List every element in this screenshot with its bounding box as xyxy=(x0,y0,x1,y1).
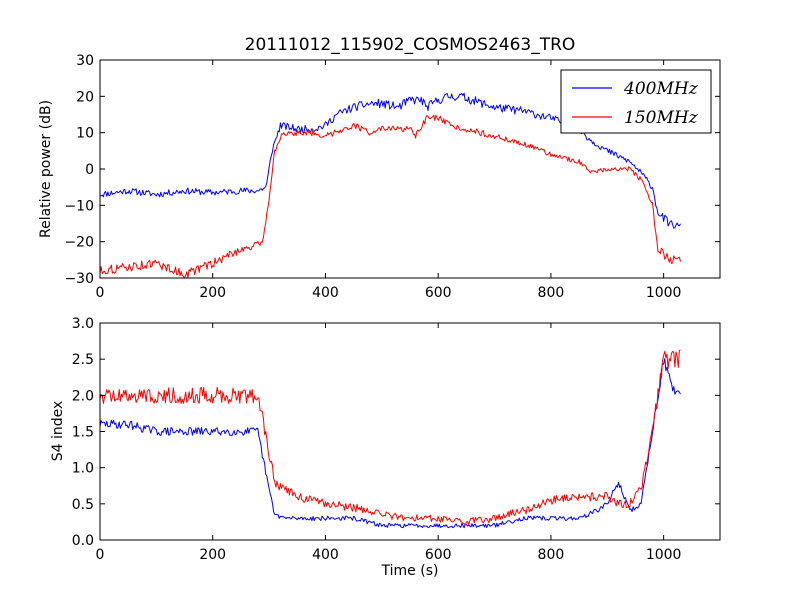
x-tick-label: 400 xyxy=(312,285,339,301)
x-tick-label: 600 xyxy=(425,285,452,301)
y-tick-label: −30 xyxy=(64,271,94,287)
bottom-x-axis-label: Time (s) xyxy=(381,563,439,579)
bottom-panel-s4: 0 200 400 600 800 1000 0.0 0.5 1.0 1.5 2.0 2.5 3.0 S… xyxy=(50,316,721,579)
top-axis-ticks: 0 200 400 600 800 1000 −30 −20 −10 0 10 20 30 xyxy=(64,53,720,301)
y-tick-label: 2.0 xyxy=(72,388,94,404)
series-line-400mhz xyxy=(100,358,681,529)
y-tick-label: 1.0 xyxy=(72,461,94,477)
y-tick-label: 3.0 xyxy=(72,316,94,332)
bottom-series-group xyxy=(100,349,681,529)
y-tick-label: 10 xyxy=(76,126,94,142)
series-line-150mhz xyxy=(100,114,681,278)
y-tick-label: 30 xyxy=(76,53,94,69)
legend-box xyxy=(560,69,712,134)
x-tick-label: 0 xyxy=(96,285,105,301)
legend-label-150mhz: 150MHz xyxy=(624,108,699,128)
chart-title: 20111012_115902_COSMOS2463_TRO xyxy=(245,35,576,55)
y-tick-label: −10 xyxy=(64,198,94,214)
x-tick-label: 800 xyxy=(538,285,565,301)
x-tick-label: 400 xyxy=(312,547,339,563)
legend: 400MHz 150MHz xyxy=(560,69,712,134)
x-tick-label: 200 xyxy=(199,285,226,301)
bottom-axis-ticks: 0 200 400 600 800 1000 0.0 0.5 1.0 1.5 2.0 2.5 3.0 xyxy=(72,316,720,563)
x-tick-label: 1000 xyxy=(646,547,682,563)
y-tick-label: 20 xyxy=(76,89,94,105)
x-tick-label: 1000 xyxy=(646,285,682,301)
top-y-axis-label: Relative power (dB) xyxy=(38,100,54,238)
y-tick-label: −20 xyxy=(64,235,94,251)
x-tick-label: 600 xyxy=(425,547,452,563)
top-panel-power: 0 200 400 600 800 1000 −30 −20 −10 0 10 20 30 Relati… xyxy=(38,53,721,301)
y-tick-label: 0.5 xyxy=(72,497,94,513)
series-line-150mhz xyxy=(100,349,681,526)
bottom-y-axis-label: S4 index xyxy=(50,401,66,462)
y-tick-label: 0.0 xyxy=(72,533,94,549)
x-tick-label: 0 xyxy=(96,547,105,563)
legend-label-400mhz: 400MHz xyxy=(623,79,699,99)
y-tick-label: 2.5 xyxy=(72,352,94,368)
x-tick-label: 200 xyxy=(199,547,226,563)
x-tick-label: 800 xyxy=(538,547,565,563)
y-tick-label: 1.5 xyxy=(72,425,94,441)
y-tick-label: 0 xyxy=(85,162,94,178)
